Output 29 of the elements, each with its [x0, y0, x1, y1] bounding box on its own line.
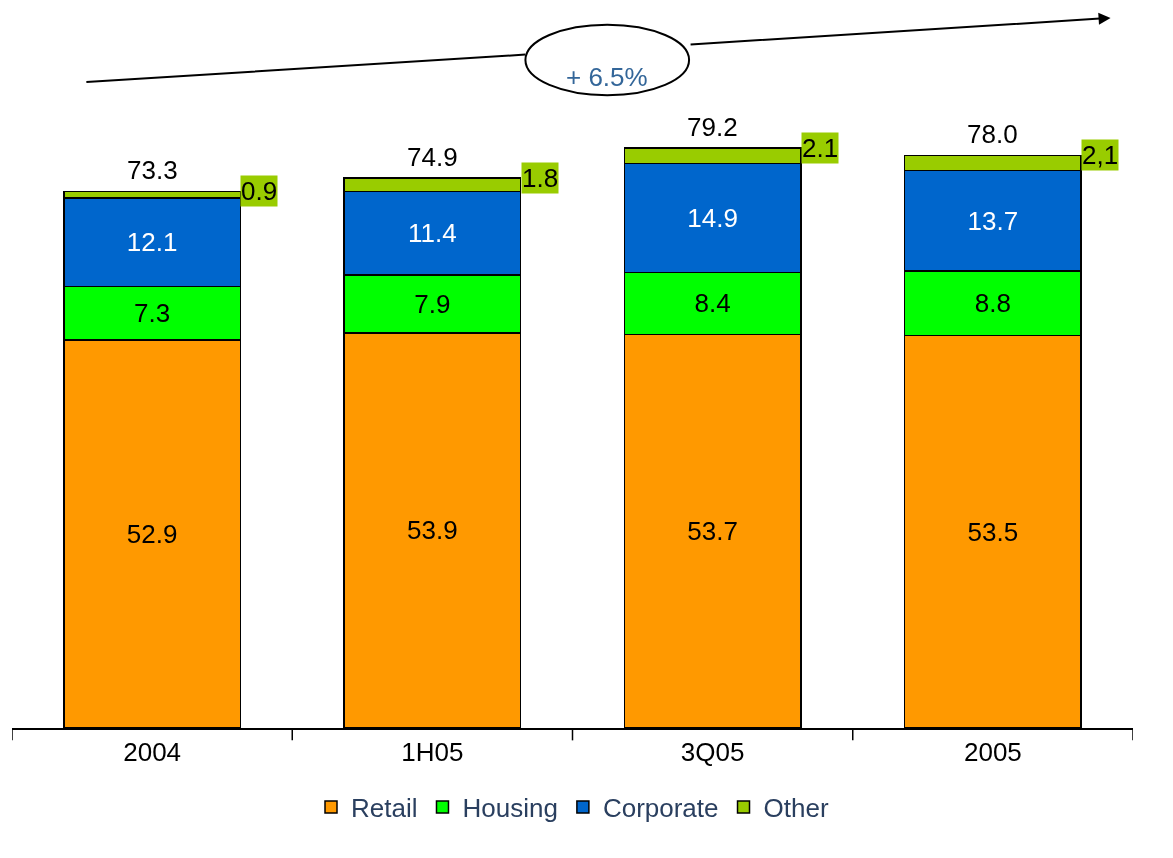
total-label: 78.0: [967, 119, 1018, 149]
data-label: 2,1: [1082, 140, 1119, 170]
x-tick-label: 2005: [963, 736, 1022, 767]
data-label: 2.1: [802, 133, 839, 163]
data-label: 8.8: [974, 288, 1011, 319]
data-label: 14.9: [687, 203, 738, 234]
data-label: 7.3: [134, 298, 171, 329]
data-label: 13.7: [967, 205, 1019, 236]
data-label: 7.9: [414, 288, 451, 319]
x-tick-label: 3Q05: [680, 736, 745, 767]
legend-label: Other: [763, 793, 829, 824]
data-label: 53.5: [967, 516, 1019, 547]
x-tick-label: 1H05: [401, 736, 464, 767]
data-label: 0.9: [241, 176, 278, 206]
x-tick-label: 2004: [123, 736, 182, 767]
data-label: 52.9: [126, 519, 178, 550]
data-label: 8.4: [694, 288, 731, 319]
data-label: 12.1: [126, 227, 178, 258]
data-label: 1.8: [522, 163, 559, 193]
total-label: 79.2: [687, 112, 738, 142]
text: + 6.5%: [566, 62, 648, 92]
legend-label: Housing: [462, 793, 558, 824]
total-label: 73.3: [127, 155, 178, 185]
data-label: 11.4: [408, 218, 457, 249]
legend-label: Corporate: [602, 793, 719, 824]
legend-label: Retail: [351, 793, 418, 824]
data-label: 53.7: [687, 516, 738, 547]
total-label: 74.9: [407, 142, 458, 172]
data-label: 53.9: [407, 515, 458, 546]
